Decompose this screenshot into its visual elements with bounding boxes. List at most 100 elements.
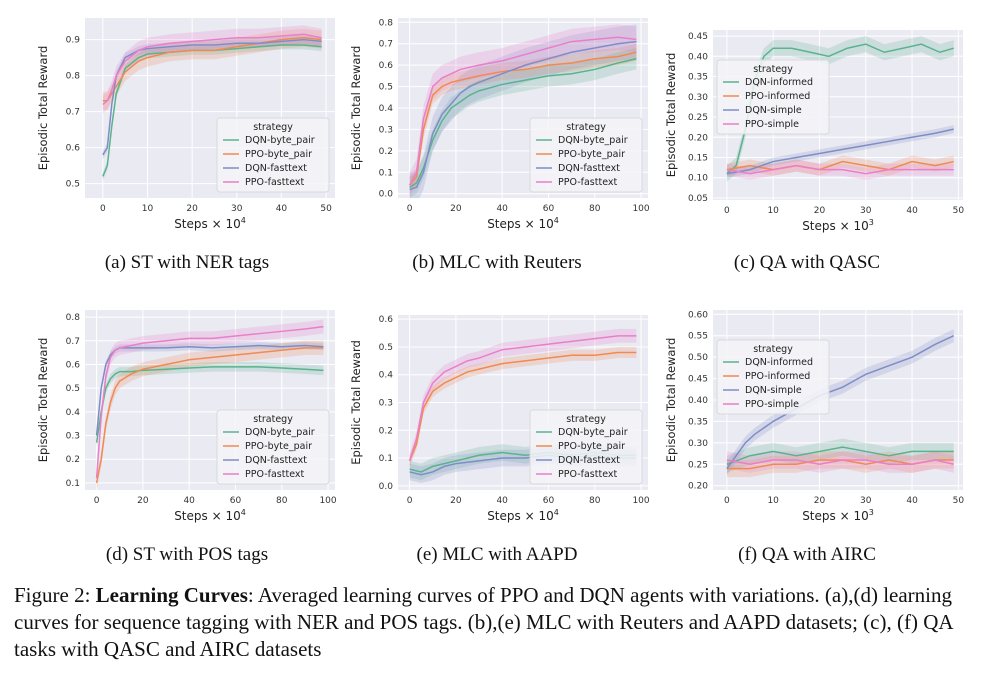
y-axis-label: Episodic Total Reward xyxy=(664,53,678,178)
confidence-band xyxy=(96,319,324,486)
x-tick-label: 0 xyxy=(100,204,106,214)
series-line xyxy=(408,36,637,186)
subcaption-f: (f) QA with AIRC xyxy=(738,544,876,565)
y-tick-label: 0.0 xyxy=(379,482,394,492)
confidence-band xyxy=(726,451,954,478)
chart-f: 0 10 20 30 40 50 0.20 0.25 0.30 0.35 0.40 0.45 0.50 0… xyxy=(664,310,964,523)
legend-entry: DQN-fasttext xyxy=(558,455,620,466)
series-group xyxy=(102,25,322,181)
legend-box xyxy=(216,409,330,485)
confidence-band xyxy=(726,36,954,182)
confidence-band xyxy=(726,155,954,176)
series-group xyxy=(95,319,324,490)
x-tick-label: 100 xyxy=(319,496,336,506)
y-tick-label: 0.05 xyxy=(688,194,708,204)
series-line xyxy=(726,446,954,465)
series-group xyxy=(726,329,955,478)
legend-entry: PPO-simple xyxy=(745,119,799,130)
legend-entry: PPO-byte_pair xyxy=(558,149,625,160)
x-tick-label: 40 xyxy=(496,496,508,506)
x-tick-label: 100 xyxy=(632,204,649,214)
x-tick-label: 50 xyxy=(953,206,965,216)
x-tick-label: 80 xyxy=(276,496,288,506)
x-tick-label: 0 xyxy=(724,206,730,216)
confidence-band xyxy=(726,329,954,475)
x-tick-label: 40 xyxy=(496,204,508,214)
legend-entry: PPO-byte_pair xyxy=(245,149,312,160)
legend-entry: PPO-simple xyxy=(745,399,799,410)
chart-e: 0 20 40 60 80 100 0.0 0.1 0.2 0.3 0.4 0.5 0.6 Steps ×… xyxy=(349,315,650,523)
y-tick-label: 0.5 xyxy=(66,384,80,394)
confidence-band xyxy=(96,362,324,448)
y-tick-label: 0.2 xyxy=(66,455,80,465)
legend-entry: PPO-fasttext xyxy=(558,469,617,480)
x-tick-label: 40 xyxy=(906,206,918,216)
legend-box xyxy=(716,59,830,135)
chart-panel-e: 0 20 40 60 80 100 0.0 0.1 0.2 0.3 0.4 0.5 0.6 Steps ×… xyxy=(330,290,670,530)
chart-panel-d: 0 20 40 60 80 100 0.1 0.2 0.3 0.4 0.5 0.6 0.7 0.8 Step… xyxy=(0,290,340,530)
y-tick-label: 0.8 xyxy=(66,313,81,323)
subcaption-e: (e) MLC with AAPD xyxy=(416,544,578,565)
series-line xyxy=(95,325,324,479)
series-line xyxy=(726,459,954,466)
legend-entry: DQN-byte_pair xyxy=(558,427,628,438)
y-tick-label: 0.30 xyxy=(688,439,708,449)
y-axis-label: Episodic Total Reward xyxy=(36,46,50,171)
y-tick-label: 0.6 xyxy=(379,315,394,325)
confidence-band xyxy=(726,451,954,473)
legend-entry: DQN-fasttext xyxy=(245,455,307,466)
series-group xyxy=(408,24,637,198)
y-tick-label: 0.7 xyxy=(66,108,80,118)
legend-title: strategy xyxy=(253,122,293,133)
x-tick-label: 30 xyxy=(231,204,243,214)
x-tick-label: 20 xyxy=(450,204,462,214)
y-tick-label: 0.5 xyxy=(379,83,393,93)
chart-c: 0 10 20 30 40 50 0.05 0.10 0.15 0.20 0.25 0.30 0.35 0… xyxy=(664,30,965,233)
legend-box xyxy=(216,117,330,193)
series-line xyxy=(408,351,637,462)
y-tick-label: 0.30 xyxy=(688,93,708,103)
legend-entry: DQN-byte_pair xyxy=(245,135,315,146)
series-line xyxy=(95,344,324,436)
legend-title: strategy xyxy=(253,414,293,425)
x-axis-exponent: 4 xyxy=(241,216,246,225)
y-tick-label: 0.7 xyxy=(379,40,393,50)
series-line xyxy=(726,128,954,175)
legend: strategy DQN-byte_pair PPO-byte_pair DQN-fa… xyxy=(216,409,330,485)
y-axis-label: Episodic Total Reward xyxy=(349,340,363,465)
subcaption-b: (b) MLC with Reuters xyxy=(412,252,582,273)
y-tick-label: 0.35 xyxy=(688,417,708,427)
x-axis-label: Steps × 104 xyxy=(174,216,246,231)
y-tick-label: 0.20 xyxy=(688,133,708,143)
y-tick-label: 0.3 xyxy=(379,399,393,409)
legend-entry: PPO-fasttext xyxy=(245,177,304,188)
y-tick-label: 0.35 xyxy=(688,73,708,83)
x-axis-exponent: 3 xyxy=(869,508,874,517)
figure-caption-text: : Averaged learning curves of PPO and DQ… xyxy=(14,583,953,661)
legend: strategy DQN-informed PPO-informed DQN-simp… xyxy=(716,59,830,135)
y-tick-label: 0.8 xyxy=(379,18,394,28)
x-tick-label: 20 xyxy=(814,206,826,216)
confidence-band xyxy=(409,346,637,467)
chart-b: 0 20 40 60 80 100 0.0 0.1 0.2 0.3 0.4 0.5 0.6 0.7 0.8 S… xyxy=(349,18,650,231)
x-axis-label: Steps × 104 xyxy=(174,508,246,523)
series-line xyxy=(95,366,324,443)
figure-caption-bold: Learning Curves xyxy=(95,583,248,607)
y-tick-label: 0.3 xyxy=(66,432,80,442)
legend-entry: PPO-fasttext xyxy=(558,177,617,188)
confidence-band xyxy=(726,125,954,178)
x-axis-exponent: 4 xyxy=(554,216,559,225)
y-tick-label: 0.2 xyxy=(379,426,393,436)
legend: strategy DQN-byte_pair PPO-byte_pair DQN-fa… xyxy=(529,117,643,193)
y-tick-label: 0.0 xyxy=(379,190,394,200)
x-tick-label: 60 xyxy=(543,204,555,214)
x-tick-label: 10 xyxy=(142,204,154,214)
x-tick-label: 10 xyxy=(767,206,779,216)
series-line xyxy=(95,347,324,484)
confidence-band xyxy=(409,48,637,198)
legend: strategy DQN-byte_pair PPO-byte_pair DQN-fa… xyxy=(216,117,330,193)
subcaption-c: (c) QA with QASC xyxy=(733,252,881,273)
x-tick-label: 40 xyxy=(276,204,288,214)
series-line xyxy=(408,51,637,186)
x-axis-exponent: 4 xyxy=(241,508,246,517)
